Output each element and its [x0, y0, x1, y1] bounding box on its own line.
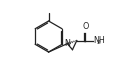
Text: NH: NH	[93, 36, 105, 45]
Text: 2: 2	[96, 40, 100, 45]
Text: N: N	[64, 39, 70, 48]
Text: O: O	[82, 22, 88, 31]
